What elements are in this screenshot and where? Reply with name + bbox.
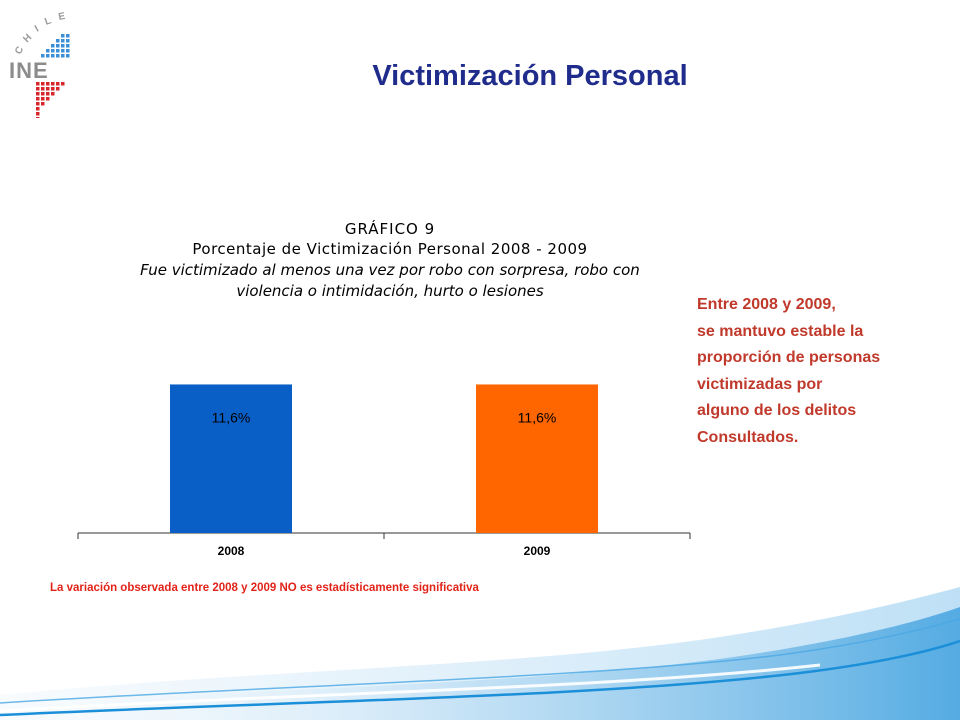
data-label: 11,6%	[212, 409, 251, 425]
logo-dot	[56, 39, 60, 43]
wave-highlight	[0, 663, 821, 713]
logo-dot	[51, 87, 55, 91]
decorative-waves	[0, 587, 960, 720]
logo-dot	[61, 54, 65, 58]
logo-dot	[46, 92, 50, 96]
wave-shape	[0, 607, 960, 720]
chart-subtitle: Porcentaje de Victimización Personal 200…	[192, 240, 588, 258]
logo-dot	[56, 49, 60, 53]
logo-dot	[46, 49, 50, 53]
logo-dot	[66, 39, 70, 43]
logo-dot	[46, 82, 50, 86]
logo-dot	[56, 44, 60, 48]
logo-dot	[66, 54, 70, 58]
logo-dot	[51, 44, 55, 48]
logo-dot	[41, 82, 45, 86]
logo-chile-letter: I	[33, 24, 41, 35]
logo-dot	[36, 102, 40, 106]
chart-description-line: Fue victimizado al menos una vez por rob…	[140, 261, 640, 279]
wave-line	[0, 618, 960, 704]
logo-dot	[56, 54, 60, 58]
wave-line	[0, 639, 960, 717]
logo-dot	[36, 117, 40, 121]
chart-description: Fue victimizado al menos una vez por rob…	[100, 260, 680, 302]
summary-line: proporción de personas	[697, 349, 881, 366]
logo-chile-letter: H	[21, 32, 34, 45]
logo-dot	[61, 82, 65, 86]
logo-dot	[51, 82, 55, 86]
logo-dot	[61, 49, 65, 53]
logo-dot	[66, 49, 70, 53]
bar-2008	[170, 384, 292, 533]
logo-dot	[41, 102, 45, 106]
x-tick-label: 2008	[218, 544, 245, 558]
logo-dot	[36, 87, 40, 91]
page-title: Victimización Personal	[372, 60, 688, 92]
summary-line: Consultados.	[697, 428, 799, 446]
logo-dot	[61, 39, 65, 43]
logo-chile-letter: E	[58, 11, 67, 23]
bar-chart: 11,6% 2008 11,6% 2009	[77, 384, 691, 558]
logo-dot	[61, 34, 65, 38]
logo-dot	[66, 44, 70, 48]
logo-dot	[41, 92, 45, 96]
logo-dot	[41, 54, 45, 58]
logo-dot	[51, 49, 55, 53]
logo-dot	[51, 92, 55, 96]
logo-dot	[36, 82, 40, 86]
summary-line: se mantuvo estable la	[697, 322, 864, 340]
logo-dot	[36, 112, 40, 116]
logo-chile-letter: L	[43, 15, 53, 27]
summary-line: victimizadas por	[697, 375, 823, 393]
logo-dot	[41, 87, 45, 91]
logo-dot	[46, 97, 50, 101]
ine-logo: C H I L E INE	[6, 6, 98, 121]
logo-dot	[46, 87, 50, 91]
logo-dot	[66, 34, 70, 38]
chart-title: GRÁFICO 9	[344, 220, 436, 238]
logo-dot	[56, 82, 60, 86]
summary-line: alguno de los delitos	[697, 402, 857, 419]
logo-dot	[56, 87, 60, 91]
logo-dot	[46, 54, 50, 58]
data-label: 11,6%	[518, 409, 557, 425]
logo-dot	[36, 92, 40, 96]
logo-dot	[36, 107, 40, 111]
ine-logo-graphic: C H I L E INE	[9, 11, 70, 121]
chart-title-block: GRÁFICO 9 Porcentaje de Victimización Pe…	[100, 220, 680, 302]
summary-text: Entre 2008 y 2009, se mantuvo estable la…	[697, 292, 952, 451]
logo-dot	[41, 97, 45, 101]
logo-chile-letter: C	[13, 45, 26, 57]
footnote: La variación observada entre 2008 y 2009…	[50, 582, 479, 594]
summary-line: Entre 2008 y 2009,	[697, 296, 836, 313]
logo-dot	[36, 97, 40, 101]
logo-dot	[51, 54, 55, 58]
chart-description-line: violencia o intimidación, hurto o lesion…	[236, 282, 544, 300]
x-tick-label: 2009	[524, 544, 551, 558]
logo-dot	[61, 44, 65, 48]
bar-2009	[476, 384, 598, 533]
logo-ine-text: INE	[9, 58, 49, 83]
